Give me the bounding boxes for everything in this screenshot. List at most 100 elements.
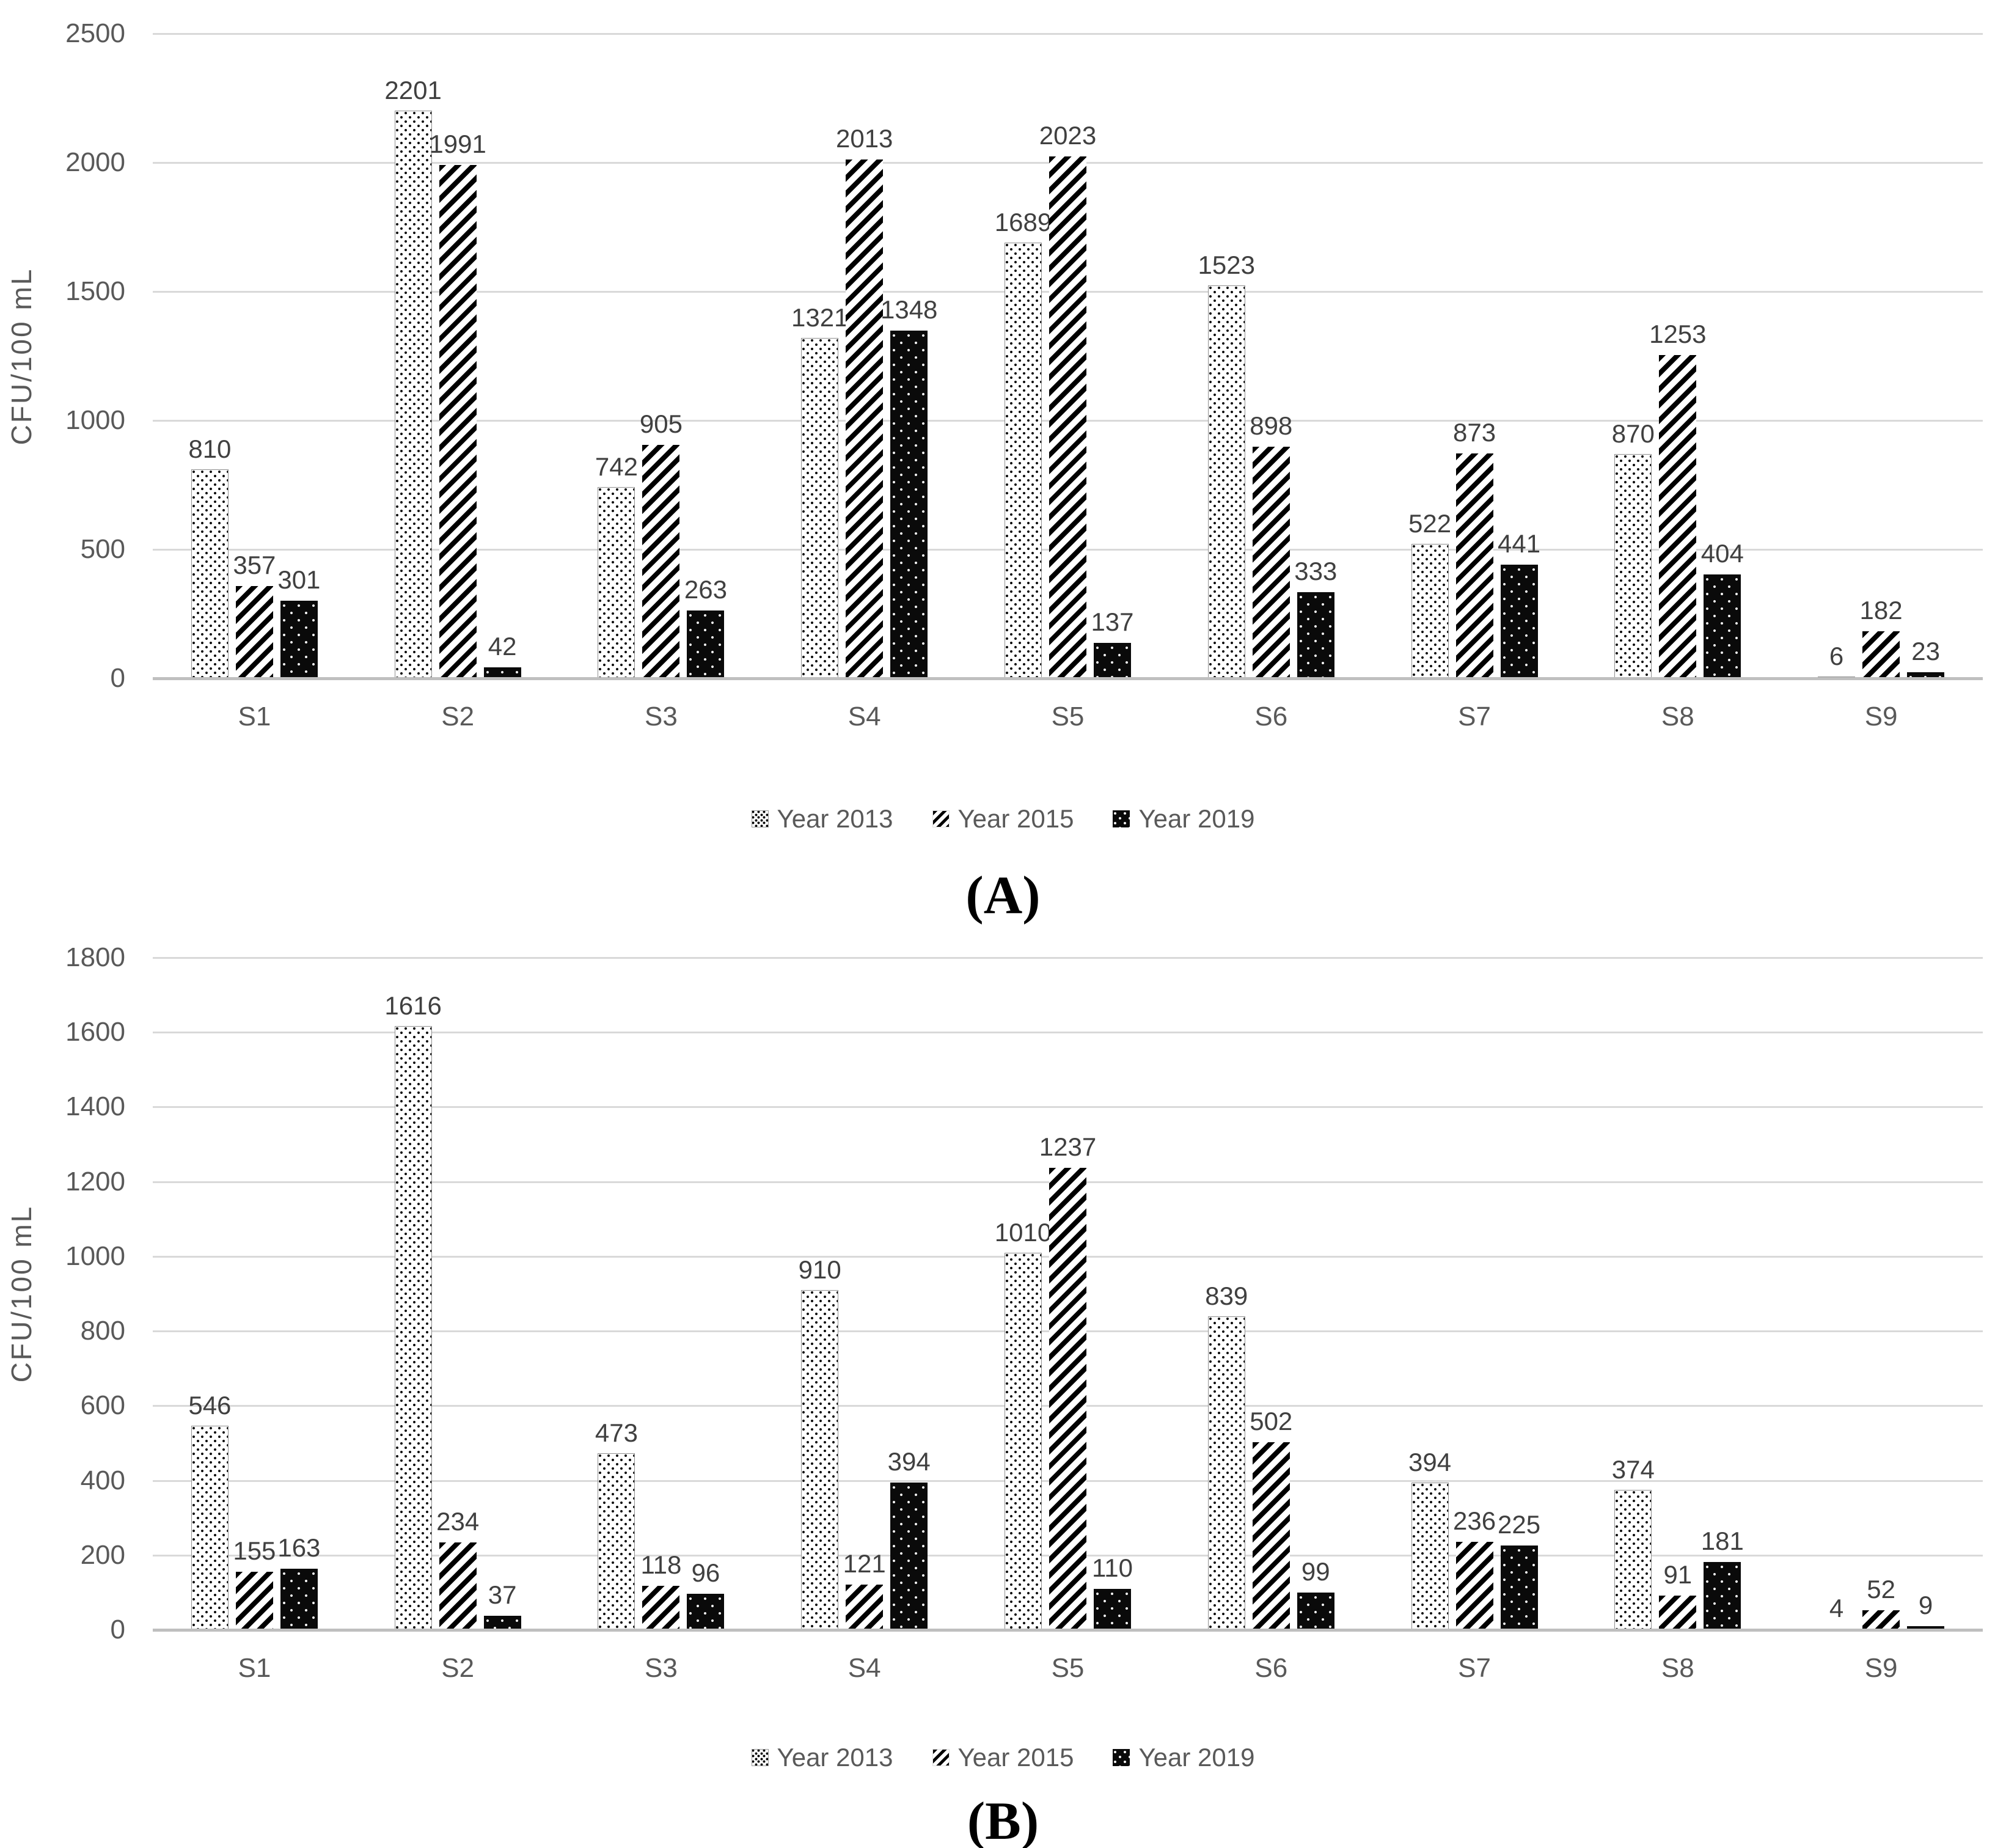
value-label: 182 xyxy=(1859,596,1903,625)
bar-year-2019: 225 xyxy=(1498,1510,1540,1630)
y-tick-label: 1600 xyxy=(65,1017,125,1047)
panel-label-a: (A) xyxy=(965,866,1041,925)
value-label: 9 xyxy=(1918,1591,1933,1619)
legend-label: Year 2013 xyxy=(777,804,893,833)
gridline xyxy=(153,1106,1983,1109)
value-label: 839 xyxy=(1205,1282,1248,1310)
value-label: 234 xyxy=(436,1507,480,1536)
category-label-s9: S9 xyxy=(1864,702,1898,732)
category-label-s3: S3 xyxy=(645,1653,678,1683)
bar-year-2015: 234 xyxy=(436,1507,479,1630)
value-label: 905 xyxy=(639,409,683,438)
legend-swatch-year-2015 xyxy=(932,1749,950,1766)
y-tick-label: 400 xyxy=(80,1465,125,1495)
bar-year-2013: 374 xyxy=(1612,1455,1655,1630)
category-label-s1: S1 xyxy=(238,1653,271,1683)
value-label: 1010 xyxy=(994,1218,1052,1247)
value-label: 1237 xyxy=(1039,1132,1097,1161)
value-label: 1991 xyxy=(429,130,486,158)
bar-year-2019: 42 xyxy=(483,632,521,678)
category-label-s2: S2 xyxy=(441,702,475,732)
value-label: 37 xyxy=(488,1580,517,1609)
category-label-s3: S3 xyxy=(645,702,678,732)
value-label: 301 xyxy=(277,565,321,594)
bar-year-2013: 1321 xyxy=(791,303,848,678)
value-label: 810 xyxy=(188,435,232,463)
value-label: 121 xyxy=(843,1549,886,1578)
gridline xyxy=(153,957,1983,959)
value-label: 742 xyxy=(595,452,638,481)
bar-year-2015: 118 xyxy=(640,1550,681,1630)
bar-year-2015: 52 xyxy=(1862,1575,1900,1630)
bar-group-s5: 1010 1237 110 xyxy=(966,958,1170,1630)
plot-area: 810 357 301 2201 1991 42 742 905 263 1321 2013 1348… xyxy=(153,33,1983,680)
bar-group-s9: 6 182 23 xyxy=(1779,34,1983,678)
value-label: 502 xyxy=(1250,1407,1293,1436)
bar-year-2013: 910 xyxy=(799,1255,841,1630)
value-label: 225 xyxy=(1497,1510,1541,1539)
value-label: 96 xyxy=(691,1558,720,1587)
bar-year-2019: 333 xyxy=(1294,557,1337,678)
value-label: 1523 xyxy=(1198,251,1255,279)
bar-year-2013: 2201 xyxy=(384,76,442,678)
value-label: 394 xyxy=(887,1447,931,1476)
value-label: 1253 xyxy=(1649,320,1707,348)
bar-group-s2: 1616 234 37 xyxy=(356,958,560,1630)
y-tick-label: 1800 xyxy=(65,942,125,972)
bar-year-2015: 2013 xyxy=(836,124,893,678)
category-label-s1: S1 xyxy=(238,702,271,732)
bar-year-2015: 502 xyxy=(1250,1407,1292,1630)
bar-year-2013: 1523 xyxy=(1198,251,1255,678)
value-label: 42 xyxy=(488,632,517,661)
bar-year-2015: 357 xyxy=(233,551,276,678)
gridline xyxy=(153,33,1983,35)
value-label: 522 xyxy=(1408,509,1452,538)
bar-year-2019: 181 xyxy=(1701,1527,1744,1630)
axis-baseline xyxy=(153,677,1983,680)
value-label: 898 xyxy=(1250,411,1293,440)
y-tick-label: 1000 xyxy=(65,405,125,435)
value-label: 52 xyxy=(1867,1575,1895,1604)
category-label-s5: S5 xyxy=(1051,702,1085,732)
legend-item-year-2019: Year 2019 xyxy=(1113,804,1254,834)
bar-year-2013: 1616 xyxy=(384,991,442,1630)
category-label-s9: S9 xyxy=(1864,1653,1898,1683)
value-label: 394 xyxy=(1408,1448,1452,1476)
value-label: 4 xyxy=(1829,1594,1844,1623)
bar-year-2019: 110 xyxy=(1092,1553,1133,1630)
bar-year-2019: 137 xyxy=(1091,607,1134,678)
y-tick-label: 500 xyxy=(80,534,125,564)
value-label: 23 xyxy=(1911,637,1940,666)
legend-swatch-year-2013 xyxy=(751,810,769,827)
legend: Year 2013 Year 2015 Year 2019 xyxy=(0,804,2006,834)
value-label: 236 xyxy=(1452,1506,1496,1535)
bar-year-2013: 546 xyxy=(188,1391,231,1630)
y-tick-label: 1200 xyxy=(65,1166,125,1197)
axis-baseline xyxy=(153,1629,1983,1632)
bar-year-2013: 1010 xyxy=(995,1218,1052,1630)
bar-group-s7: 522 873 441 xyxy=(1373,34,1576,678)
gridline xyxy=(153,1032,1983,1034)
value-label: 181 xyxy=(1700,1527,1744,1555)
bar-group-s3: 742 905 263 xyxy=(560,34,763,678)
bar-year-2019: 37 xyxy=(483,1580,521,1630)
bar-year-2015: 91 xyxy=(1659,1560,1697,1630)
bar-group-s8: 870 1253 404 xyxy=(1576,34,1779,678)
bar-year-2019: 96 xyxy=(687,1558,725,1630)
category-label-s6: S6 xyxy=(1254,1653,1288,1683)
category-label-s4: S4 xyxy=(847,702,881,732)
y-axis-title: CFU/100 mL xyxy=(5,1204,37,1383)
bar-year-2015: 2023 xyxy=(1039,121,1096,678)
value-label: 1348 xyxy=(880,295,938,324)
legend: Year 2013 Year 2015 Year 2019 xyxy=(0,1743,2006,1772)
category-label-s7: S7 xyxy=(1458,1653,1491,1683)
bar-group-s4: 1321 2013 1348 xyxy=(763,34,966,678)
y-tick-label: 600 xyxy=(80,1390,125,1421)
bar-year-2015: 236 xyxy=(1453,1506,1496,1630)
bar-year-2015: 1237 xyxy=(1039,1132,1096,1630)
value-label: 110 xyxy=(1092,1553,1133,1582)
bar-year-2015: 182 xyxy=(1860,596,1903,678)
legend-label: Year 2019 xyxy=(1138,1743,1255,1772)
bar-year-2019: 99 xyxy=(1297,1557,1334,1630)
value-label: 1616 xyxy=(384,991,442,1020)
